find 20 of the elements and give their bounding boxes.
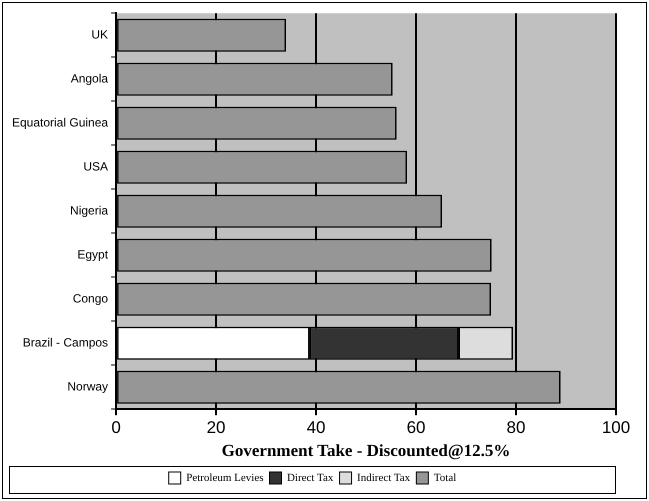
y-tick-label: Norway	[67, 380, 108, 394]
y-tick-label: USA	[83, 160, 108, 174]
legend-label: Direct Tax	[286, 472, 334, 484]
y-tick-label: Equatorial Guinea	[12, 116, 108, 130]
y-tick-label: Egypt	[77, 248, 109, 262]
legend-label: Petroleum Levies	[186, 472, 264, 484]
y-tick-label: Angola	[70, 72, 108, 86]
x-tick-label: 100	[602, 418, 630, 438]
legend-label: Indirect Tax	[357, 472, 411, 484]
x-axis-title: Government Take - Discounted@12.5%	[222, 441, 510, 460]
y-tick-label: Brazil - Campos	[22, 336, 108, 350]
y-tick-label: Nigeria	[70, 204, 108, 218]
x-tick-label: 60	[406, 418, 426, 438]
legend-label: Total	[434, 472, 456, 484]
y-tick-label: Congo	[72, 292, 108, 306]
x-tick-label: 20	[206, 418, 226, 438]
x-tick-label: 80	[506, 418, 526, 438]
x-tick-label: 0	[111, 418, 121, 438]
x-tick-label: 40	[306, 418, 326, 438]
y-tick-label: UK	[91, 28, 108, 42]
